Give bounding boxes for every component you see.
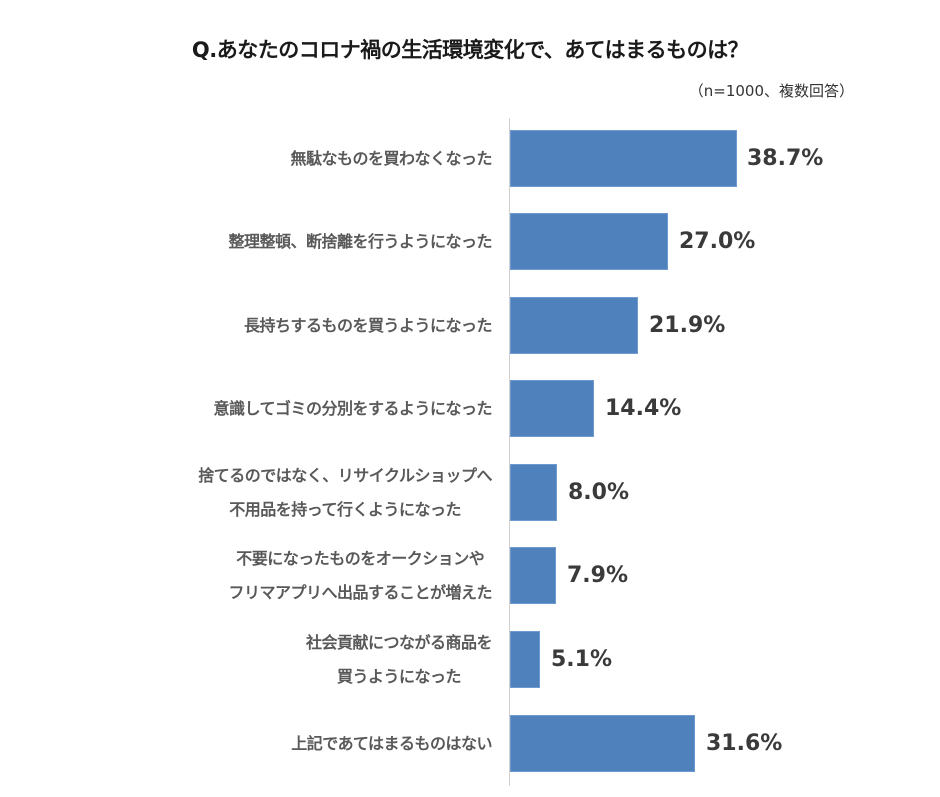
bar-row: 意識してゴミの分別をするようになった 14.4% (0, 380, 940, 438)
bar-row: 整理整頓、断捨離を行うようになった 27.0% (0, 213, 940, 271)
value-label: 38.7% (747, 146, 824, 171)
bar-row: 社会貢献につながる商品を 買うようになった 5.1% (0, 631, 940, 689)
category-label: 長持ちするものを買うようになった (243, 316, 493, 335)
value-label: 27.0% (679, 229, 756, 254)
category-label: 上記であてはまるものはない (291, 734, 492, 753)
bar (510, 715, 695, 772)
bar-row: 上記であてはまるものはない 31.6% (0, 715, 940, 773)
bar (510, 213, 668, 270)
chart-title: Q.あなたのコロナ禍の生活環境変化で、あてはまるものは？ (191, 38, 749, 62)
category-label: 捨てるのではなく、リサイクルショップへ 不用品を持って行くようになった (198, 466, 492, 519)
bar (510, 297, 638, 354)
value-label: 7.9% (567, 563, 629, 588)
category-axis-line (509, 118, 510, 786)
sample-note: （n=1000、複数回答） (688, 82, 854, 100)
bar-row: 不要になったものをオークションや フリマアプリへ出品することが増えた 7.9% (0, 547, 940, 605)
bar-row: 捨てるのではなく、リサイクルショップへ 不用品を持って行くようになった 8.0% (0, 464, 940, 522)
value-label: 21.9% (649, 313, 726, 338)
bar (510, 380, 594, 437)
value-label: 5.1% (551, 647, 613, 672)
bar (510, 631, 540, 688)
bar (510, 130, 737, 187)
category-label: 意識してゴミの分別をするようになった (213, 399, 492, 418)
bar (510, 547, 556, 604)
category-label: 社会貢献につながる商品を 買うようになった (305, 633, 493, 686)
bar-row: 無駄なものを買わなくなった 38.7% (0, 130, 940, 188)
bar (510, 464, 557, 521)
category-label: 無駄なものを買わなくなった (290, 149, 492, 168)
value-label: 14.4% (605, 396, 682, 421)
value-label: 8.0% (568, 480, 630, 505)
bar-row: 長持ちするものを買うようになった 21.9% (0, 297, 940, 355)
category-label: 不要になったものをオークションや フリマアプリへ出品することが増えた (228, 549, 492, 602)
category-label: 整理整頓、断捨離を行うようになった (228, 232, 492, 251)
value-label: 31.6% (706, 731, 783, 756)
